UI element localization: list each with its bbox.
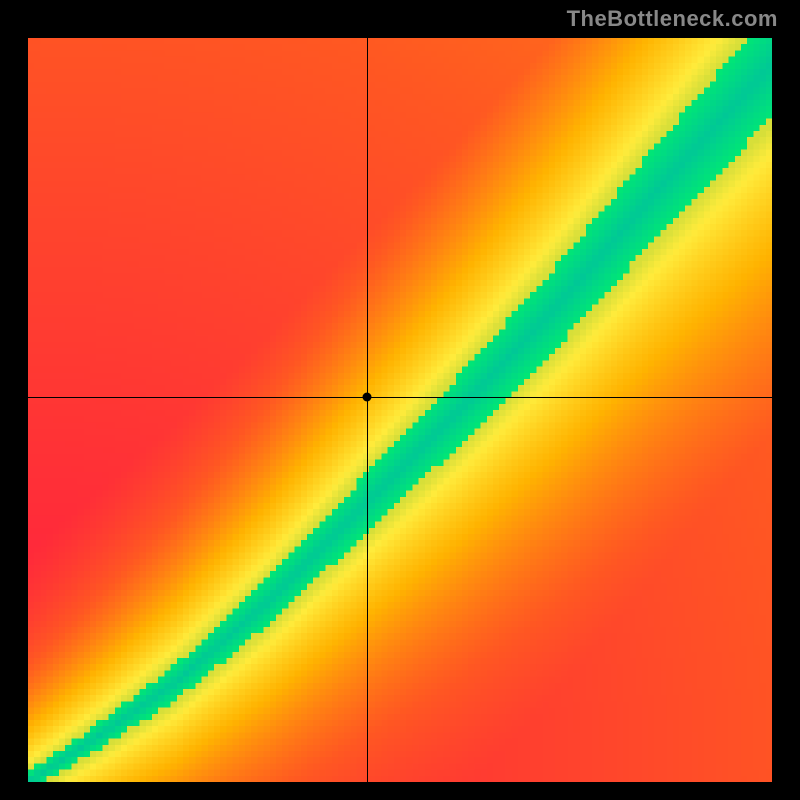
- selection-marker: [362, 393, 371, 402]
- plot-area: [28, 38, 772, 782]
- watermark-text: TheBottleneck.com: [567, 6, 778, 32]
- crosshair-vertical: [367, 38, 368, 782]
- heatmap-canvas: [28, 38, 772, 782]
- crosshair-horizontal: [28, 397, 772, 398]
